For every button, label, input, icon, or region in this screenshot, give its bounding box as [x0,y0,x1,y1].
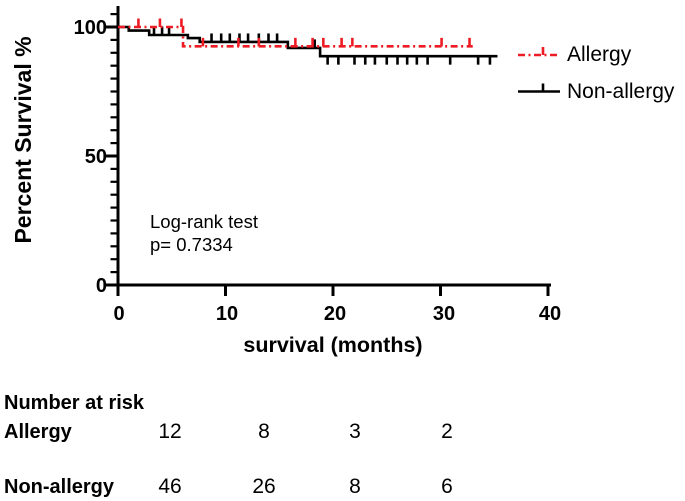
risk-value: 8 [258,420,270,443]
risk-value: 46 [158,475,182,498]
risk-row-label-allergy: Allergy [4,421,72,443]
legend-label-allergy: Allergy [567,43,632,66]
risk-value: 12 [158,420,182,443]
x-axis-title: survival (months) [243,333,422,357]
number-at-risk-title: Number at risk [4,392,145,414]
risk-value: 3 [349,420,361,443]
x-tick-label-20: 20 [324,303,346,325]
x-tick-label-0: 0 [113,303,124,325]
y-tick-label-100: 100 [74,17,107,39]
axes [105,6,551,296]
y-tick-label-50: 50 [85,146,107,168]
risk-value: 26 [252,475,276,498]
y-axis-title: Percent Survival % [10,36,36,243]
legend-line-samples [518,47,560,93]
x-tick-label-10: 10 [216,303,238,325]
survival-chart: 100 50 0 0 10 20 30 40 survival (months)… [10,6,675,357]
curve-allergy [118,25,473,48]
survival-curves [118,18,498,65]
legend-label-non-allergy: Non-allergy [567,80,675,103]
logrank-annotation-line1: Log-rank test [150,211,258,232]
x-tick-label-30: 30 [433,303,455,325]
y-tick-label-0: 0 [96,275,107,297]
risk-value: 6 [441,475,453,498]
risk-value: 2 [441,420,453,443]
logrank-annotation-line2: p= 0.7334 [150,234,233,255]
risk-row-label-non-allergy: Non-allergy [4,476,115,498]
x-tick-label-40: 40 [539,303,561,325]
risk-value: 8 [349,475,361,498]
